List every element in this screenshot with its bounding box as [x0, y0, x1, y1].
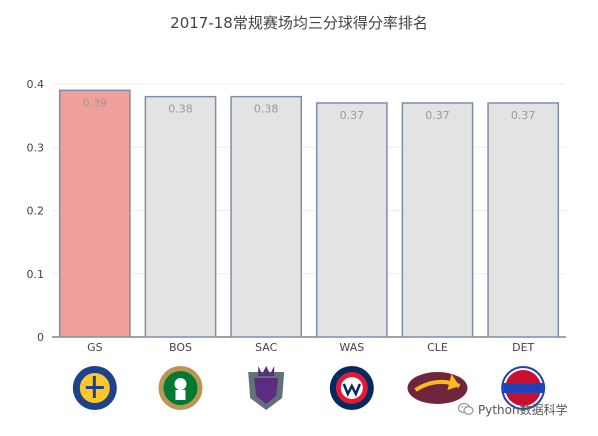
- x-axis: GS BOS SAC WAS CLE DET: [87, 341, 534, 354]
- y-tick-label: 0.2: [27, 205, 45, 218]
- logo-shape: [174, 378, 187, 390]
- y-axis: 0 0.1 0.2 0.3 0.4: [27, 78, 45, 344]
- kings-logo-icon: [248, 366, 285, 410]
- bar: [315, 102, 388, 338]
- watermark-text: Python数据科学: [478, 402, 568, 417]
- x-tick-label: DET: [512, 341, 534, 354]
- watermark: Python数据科学: [458, 398, 590, 420]
- cavaliers-logo-icon: [407, 372, 468, 404]
- x-tick-label: WAS: [339, 341, 364, 354]
- x-tick-label: GS: [87, 341, 103, 354]
- bar: [230, 95, 303, 338]
- celtics-logo-icon: [158, 366, 203, 410]
- y-tick-label: 0: [37, 331, 44, 344]
- x-tick-label: CLE: [427, 341, 448, 354]
- bar: [144, 95, 217, 338]
- bar: [401, 102, 474, 338]
- data-label: 0.39: [83, 96, 108, 109]
- team-logos: [72, 366, 546, 410]
- y-tick-label: 0.4: [27, 78, 45, 91]
- logo-shape: [342, 383, 361, 398]
- logo-shape: [92, 376, 96, 398]
- y-tick-label: 0.3: [27, 141, 45, 154]
- wechat-icon: [458, 403, 474, 415]
- chart-title: 2017-18常规赛场均三分球得分率排名: [170, 14, 428, 32]
- bar: [58, 89, 131, 338]
- data-label: 0.37: [425, 109, 450, 122]
- warriors-logo-icon: [72, 366, 117, 410]
- data-label: 0.37: [340, 109, 365, 122]
- logo-shape: [175, 390, 186, 400]
- x-tick-label: SAC: [255, 341, 278, 354]
- logo-shape: [258, 366, 275, 376]
- wizards-logo-icon: [329, 366, 374, 410]
- grid-lines: [52, 83, 566, 338]
- logo-shape: [254, 378, 279, 404]
- pistons-logo-icon: [501, 366, 546, 410]
- data-label: 0.38: [254, 103, 279, 116]
- y-tick-label: 0.1: [27, 268, 45, 281]
- logo-shape: [447, 374, 460, 390]
- x-tick-label: BOS: [169, 341, 192, 354]
- logo-shape: [503, 383, 544, 393]
- data-label: 0.38: [168, 103, 193, 116]
- data-label: 0.37: [511, 109, 536, 122]
- bars: 0.39 0.38 0.38 0.37 0.37 0.37: [58, 89, 560, 338]
- bar: [487, 102, 560, 338]
